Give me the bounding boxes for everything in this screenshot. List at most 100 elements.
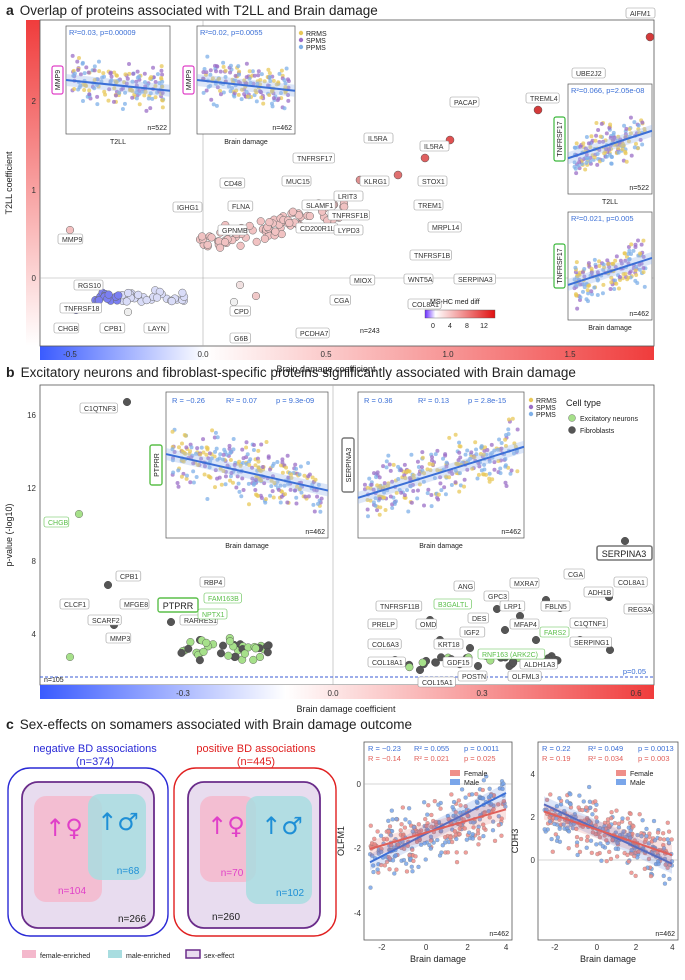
inset-point — [246, 502, 251, 507]
panel-b-y-title: p-value (-log10) — [4, 503, 14, 566]
inset-point — [315, 501, 320, 506]
inset-point — [378, 505, 383, 510]
inset-point — [227, 443, 232, 448]
inset-point — [255, 81, 260, 86]
scatter-red-p: p = 0.003 — [638, 754, 670, 763]
inset-point — [613, 265, 618, 270]
inset-point — [422, 471, 427, 476]
inset-point — [218, 452, 223, 457]
inset-point — [170, 447, 175, 452]
scatter-point — [544, 797, 550, 803]
inset-point — [405, 488, 410, 493]
inset-point — [286, 93, 291, 98]
scatter-point — [580, 807, 585, 813]
inset-point — [576, 163, 581, 168]
inset-point — [465, 467, 470, 472]
inset-point — [594, 120, 599, 125]
inset-point — [470, 466, 475, 471]
scatter-point — [491, 806, 496, 812]
inset-point — [222, 447, 227, 452]
legend-fibroblasts-dot — [568, 426, 576, 434]
inset-point — [503, 444, 508, 449]
inset-point — [641, 254, 646, 259]
panel-b-label-box — [563, 568, 585, 580]
panel-b-point — [199, 647, 208, 656]
panel-a-point — [252, 237, 261, 246]
inset-point — [595, 152, 600, 157]
panel-b-gene-label: REG3A — [628, 607, 652, 614]
scatter-legend-male: Male — [630, 780, 645, 787]
inset-point — [482, 467, 487, 472]
scatter-point — [595, 851, 600, 857]
inset-point — [482, 462, 487, 467]
scatter-point — [469, 792, 475, 797]
panel-b-label-box — [119, 598, 150, 610]
group-legend-label: PPMS — [536, 412, 556, 419]
inset-point — [204, 88, 209, 93]
panel-b-point — [251, 644, 260, 653]
panel-b-gene-label: ALDH1A3 — [524, 662, 555, 669]
inset-point — [381, 464, 386, 469]
inset-point — [581, 141, 586, 146]
inset-point — [215, 85, 220, 90]
panel-a-point — [124, 288, 133, 298]
panel-a-point — [393, 170, 403, 180]
scatter-point — [597, 835, 603, 840]
scatter-point — [371, 863, 376, 868]
inset-point — [503, 480, 508, 485]
inset-point — [278, 500, 283, 505]
scatter-point — [584, 838, 590, 843]
inset-point — [614, 254, 619, 259]
panel-a-label-box — [333, 190, 364, 202]
inset-ylabel: MMP9 — [186, 70, 193, 90]
panel-b-label-box — [623, 603, 654, 615]
ptprr-highlight: PTPRR — [163, 601, 194, 611]
panel-a-gene-label: WNT5A — [408, 277, 433, 284]
inset-point — [228, 458, 233, 463]
inset-n: n=462 — [501, 529, 521, 536]
colorbar-bar — [424, 309, 496, 319]
scatter-x-tick: -2 — [378, 943, 386, 952]
panel-b-point — [224, 651, 233, 660]
panel-b-gene-label: CGA — [568, 572, 584, 579]
inset-point — [387, 462, 392, 467]
inset-point — [207, 451, 212, 456]
scatter-point — [386, 829, 391, 834]
inset-n: n=462 — [272, 125, 292, 132]
inset-point — [213, 430, 218, 435]
panel-b-label-box — [509, 618, 540, 630]
inset-point — [479, 445, 484, 450]
panel-a-label-box — [99, 322, 126, 334]
inset-point — [634, 272, 639, 277]
inset-point — [228, 478, 233, 483]
scatter-point — [616, 821, 622, 826]
panel-b-gene-label: MFAP4 — [514, 622, 537, 629]
scatter-point — [574, 843, 580, 848]
inset-point — [595, 162, 600, 167]
inset-point — [487, 471, 492, 476]
panel-a-y-gradient — [26, 20, 40, 346]
panel-b-point-fibroblast — [416, 666, 425, 675]
panel-a-point — [152, 293, 162, 302]
panel-a-gene-label: MMP9 — [62, 237, 82, 244]
panel-b-label-box — [415, 618, 437, 630]
panel-a-gene-label: IL5RA — [368, 136, 388, 143]
panel-a-gene-label: CHGB — [58, 326, 79, 333]
inset-point — [497, 437, 502, 442]
inset-point — [204, 70, 209, 75]
inset-point — [629, 153, 634, 158]
inset-point — [607, 147, 612, 152]
scatter-point — [394, 867, 399, 872]
inset-point — [247, 459, 252, 464]
inset-point — [247, 463, 252, 468]
scatter-point — [481, 825, 487, 831]
scatter-point — [401, 857, 407, 863]
inset-fit-line — [567, 129, 653, 160]
inset-point — [499, 446, 504, 451]
inset-point — [402, 493, 407, 498]
inset-point — [609, 280, 614, 285]
inset-point — [223, 482, 228, 487]
scatter-point — [390, 858, 396, 863]
inset-point — [382, 495, 387, 500]
neg-female-symbol: ↑♀ — [45, 814, 83, 842]
